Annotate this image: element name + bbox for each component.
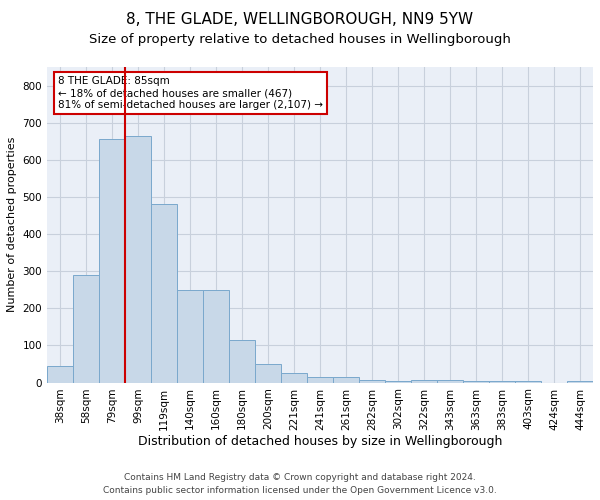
Bar [463,380,489,382]
Bar [307,377,333,382]
Bar [255,364,281,382]
Bar [281,373,307,382]
Bar [151,204,177,382]
Bar [333,377,359,382]
Text: 8 THE GLADE: 85sqm
← 18% of detached houses are smaller (467)
81% of semi-detach: 8 THE GLADE: 85sqm ← 18% of detached hou… [58,76,323,110]
Bar [99,140,125,382]
Bar [359,380,385,382]
Bar [125,136,151,382]
Bar [73,275,99,382]
X-axis label: Distribution of detached houses by size in Wellingborough: Distribution of detached houses by size … [138,435,502,448]
Text: Contains public sector information licensed under the Open Government Licence v3: Contains public sector information licen… [103,486,497,495]
Bar [385,380,411,382]
Bar [437,380,463,382]
Bar [177,290,203,382]
Bar [203,290,229,382]
Bar [567,380,593,382]
Bar [411,380,437,382]
Text: Size of property relative to detached houses in Wellingborough: Size of property relative to detached ho… [89,32,511,46]
Bar [489,380,515,382]
Bar [47,366,73,382]
Text: Contains HM Land Registry data © Crown copyright and database right 2024.: Contains HM Land Registry data © Crown c… [124,472,476,482]
Y-axis label: Number of detached properties: Number of detached properties [7,137,17,312]
Bar [229,340,255,382]
Bar [515,380,541,382]
Text: 8, THE GLADE, WELLINGBOROUGH, NN9 5YW: 8, THE GLADE, WELLINGBOROUGH, NN9 5YW [127,12,473,28]
